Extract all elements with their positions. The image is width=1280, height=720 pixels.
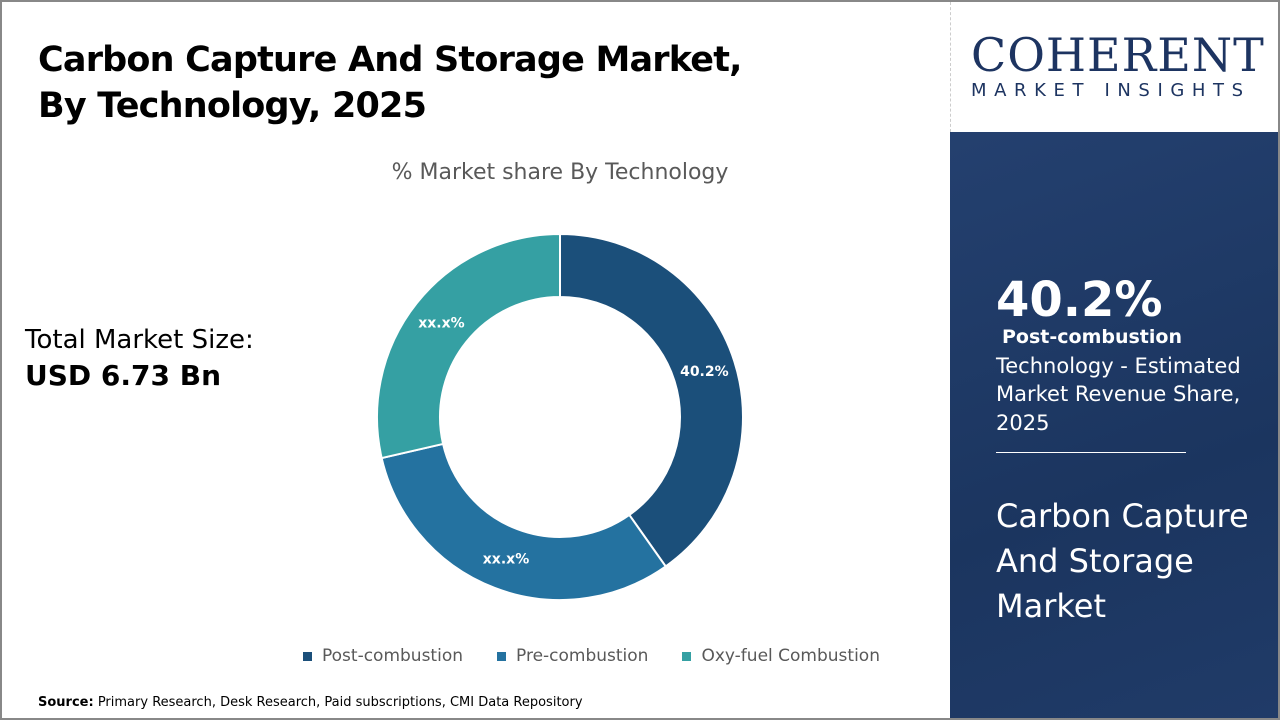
highlight-percent: 40.2%	[996, 272, 1163, 328]
logo-sub-text: MARKET INSIGHTS	[971, 80, 1251, 101]
legend-item: Pre-combustion	[497, 646, 648, 666]
donut-slice-post-combustion	[559, 232, 744, 568]
source-note: Source: Primary Research, Desk Research,…	[38, 695, 583, 710]
highlight-panel: 40.2% Post-combustion Technology - Estim…	[950, 132, 1278, 718]
legend-swatch	[682, 651, 692, 661]
data-label: xx.x%	[483, 552, 529, 568]
source-label: Source:	[38, 695, 94, 710]
logo: COHERENT MARKET INSIGHTS	[950, 2, 1278, 132]
legend-label: Post-combustion	[322, 646, 463, 666]
total-value: USD 6.73 Bn	[25, 359, 221, 392]
highlight-description: Technology - Estimated Market Revenue Sh…	[996, 354, 1241, 435]
legend: Post-combustion Pre-combustion Oxy-fuel Co…	[303, 646, 880, 666]
page-title: Carbon Capture And Storage Market, By Te…	[38, 40, 742, 126]
chart-title: % Market share By Technology	[391, 160, 729, 185]
donut-slice-pre-combustion	[380, 442, 668, 601]
legend-swatch	[303, 651, 312, 661]
highlight-segment: Post-combustion	[1002, 326, 1182, 348]
donut-chart: 40.2% xx.x% xx.x%	[376, 232, 744, 601]
legend-label: Pre-combustion	[516, 646, 649, 666]
legend-swatch	[497, 651, 506, 661]
data-label: 40.2%	[680, 364, 729, 380]
legend-item: Post-combustion	[303, 646, 463, 666]
total-market-size: Total Market Size: USD 6.73 Bn	[25, 325, 254, 392]
donut-slice-oxy-fuel-combustion	[376, 232, 561, 460]
data-label: xx.x%	[418, 316, 464, 332]
market-name: Carbon Capture And Storage Market	[996, 497, 1249, 625]
logo-main-text: COHERENT	[971, 28, 1265, 82]
legend-label: Oxy-fuel Combustion	[701, 646, 880, 666]
source-text: Primary Research, Desk Research, Paid su…	[93, 695, 583, 710]
divider	[996, 452, 1186, 453]
total-label: Total Market Size:	[25, 325, 254, 355]
legend-item: Oxy-fuel Combustion	[682, 646, 880, 666]
